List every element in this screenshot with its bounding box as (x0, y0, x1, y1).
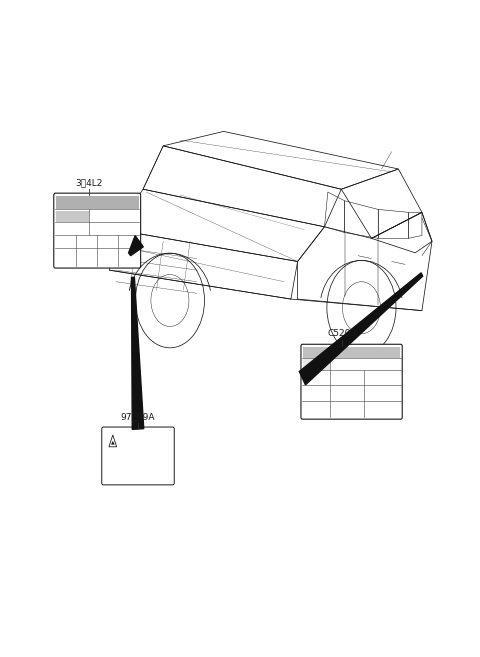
Bar (303, 357, 330, 371)
FancyBboxPatch shape (102, 427, 174, 485)
Bar (56, 211, 89, 222)
Bar (303, 347, 400, 357)
Text: ▲: ▲ (111, 439, 115, 444)
Polygon shape (300, 273, 423, 385)
Polygon shape (132, 277, 144, 430)
FancyBboxPatch shape (301, 344, 402, 419)
FancyBboxPatch shape (54, 193, 141, 268)
Polygon shape (129, 236, 143, 256)
Text: 3⒲4L2: 3⒲4L2 (75, 178, 103, 187)
Text: C5203: C5203 (327, 329, 356, 338)
Text: 97⒲99A: 97⒲99A (121, 412, 155, 421)
Bar (56, 196, 139, 210)
